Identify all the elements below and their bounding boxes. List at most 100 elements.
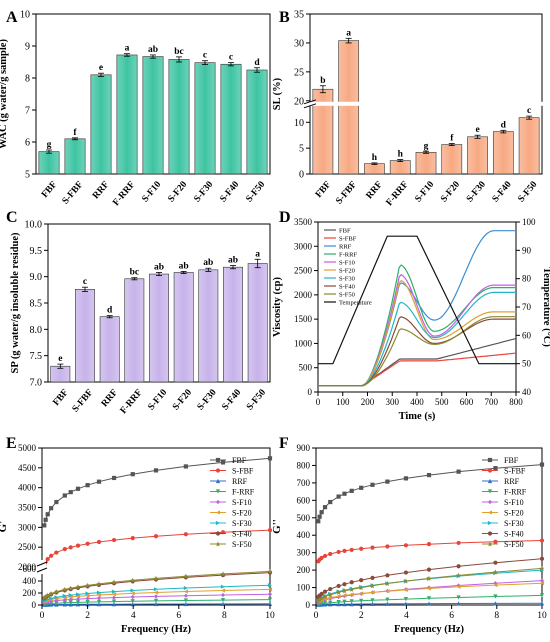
y-tick-label: 3500 — [294, 217, 313, 227]
marker — [49, 601, 54, 606]
y2-tick-label: 100 — [522, 217, 536, 227]
y-tick-label: 100 — [297, 583, 311, 593]
x-tick-label: 200 — [361, 397, 375, 407]
marker — [215, 510, 221, 515]
marker — [322, 553, 328, 559]
legend-label: F-RRF — [339, 252, 357, 259]
marker — [62, 547, 67, 552]
x-tick-label: 100 — [336, 397, 350, 407]
marker — [487, 468, 493, 473]
marker — [130, 472, 135, 477]
marker — [322, 594, 328, 600]
y2-axis-label: Temperature (°C) — [541, 267, 550, 347]
x-tick-label: S-FBF — [61, 180, 86, 207]
y-tick-label: 0 — [308, 387, 313, 397]
marker — [426, 575, 432, 581]
bar-S-F20 — [173, 272, 194, 383]
marker — [539, 581, 545, 586]
marker — [370, 545, 375, 550]
panel-label: B — [279, 9, 290, 26]
y-tick-label: 2500 — [18, 542, 37, 552]
marker — [403, 601, 408, 606]
series-F-RRF — [318, 594, 543, 605]
marker — [342, 582, 347, 587]
y-tick-label: 700 — [297, 478, 311, 488]
sig-letter: ab — [203, 258, 213, 268]
bar-S-F20 — [168, 59, 190, 175]
marker — [370, 598, 375, 603]
bar-S-F50 — [247, 263, 268, 383]
marker — [267, 583, 273, 588]
marker — [183, 598, 188, 603]
marker — [85, 541, 90, 546]
y2-tick-label: 50 — [522, 359, 532, 369]
marker — [539, 538, 545, 543]
marker — [183, 601, 188, 607]
axis-break — [304, 101, 548, 106]
bar-RRF — [99, 316, 120, 383]
x-tick-label: S-F10 — [413, 180, 436, 205]
marker — [322, 601, 328, 606]
panel-label: E — [6, 435, 17, 452]
sig-letter: bc — [174, 47, 184, 57]
bar-F-RRF — [116, 54, 138, 175]
y-tick-label: 6 — [25, 138, 30, 149]
marker — [153, 587, 159, 592]
x-tick-label: FBF — [40, 180, 59, 200]
y-axis-label: SP (g water/g insoluble residue) — [10, 232, 21, 373]
panel-B: b FBF a S-FBF h RRF h F-RRF g S-F10 f S-F20 e S-F30 d S… — [272, 10, 548, 208]
marker — [493, 594, 498, 599]
y2-tick-label: 90 — [522, 245, 532, 255]
y-tick-label: 500 — [299, 363, 313, 373]
sig-letter: g — [47, 140, 52, 150]
y-tick-label: 3000 — [18, 522, 37, 532]
marker — [267, 587, 273, 592]
sig-letter: c — [83, 277, 87, 287]
sig-letter: ab — [228, 256, 238, 266]
marker — [342, 491, 347, 496]
x-tick-label: 2 — [359, 611, 364, 621]
sig-letter: e — [58, 354, 62, 364]
marker — [267, 601, 273, 606]
y-tick-label: 7.5 — [30, 351, 43, 362]
marker — [153, 468, 159, 473]
marker — [85, 602, 90, 607]
legend-label: S-F10 — [232, 498, 252, 507]
x-tick-label: 6 — [176, 611, 181, 621]
bar-S-F40 — [492, 131, 514, 175]
marker — [316, 519, 321, 524]
marker — [75, 594, 81, 599]
marker — [111, 599, 117, 604]
panel-D: 0 100 200 300 400 500 600 700 800 0 500 1000 1500 200… — [272, 217, 550, 422]
x-tick-label: F-RRF — [111, 180, 137, 208]
sig-letter: c — [527, 106, 531, 116]
y-tick-label: 4500 — [18, 463, 37, 473]
marker — [130, 599, 135, 604]
legend-label: F-RRF — [504, 488, 527, 497]
panel-label: A — [6, 9, 18, 26]
marker — [68, 545, 73, 550]
marker — [111, 475, 117, 481]
legend-label: S-F50 — [504, 540, 524, 549]
y-tick-label: 5 — [25, 170, 30, 181]
marker — [45, 556, 50, 562]
y-tick-label: 7.0 — [30, 378, 43, 389]
marker — [220, 592, 226, 598]
marker — [68, 585, 74, 591]
marker — [385, 573, 390, 578]
y-axis-label: G'' — [271, 519, 283, 534]
y-tick-label: 400 — [23, 576, 37, 586]
series-S-FBF — [43, 529, 271, 566]
marker — [493, 560, 498, 565]
y-tick-label: 200 — [297, 565, 311, 575]
marker — [183, 593, 188, 598]
y-tick-label: 8.5 — [30, 299, 43, 310]
y-tick-label: 2000 — [294, 290, 313, 300]
y2-tick-label: 70 — [522, 302, 532, 312]
legend-label: S-F10 — [339, 260, 355, 267]
x-tick-label: 500 — [435, 397, 449, 407]
bar-S-FBF — [64, 138, 86, 175]
marker — [322, 505, 328, 510]
marker — [319, 595, 324, 601]
sig-letter: f — [73, 128, 77, 138]
